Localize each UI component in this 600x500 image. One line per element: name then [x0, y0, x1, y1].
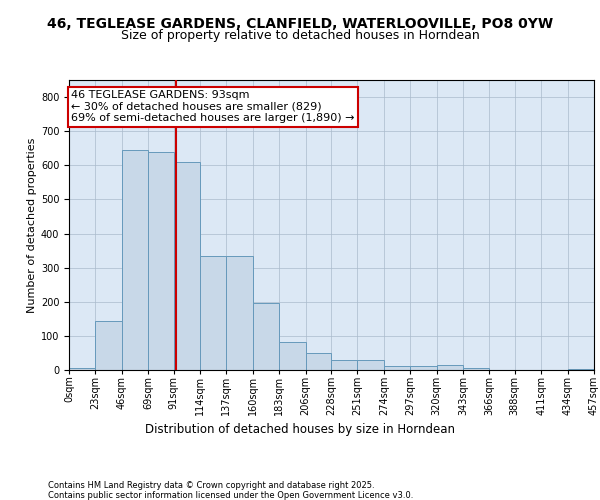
- Text: 46, TEGLEASE GARDENS, CLANFIELD, WATERLOOVILLE, PO8 0YW: 46, TEGLEASE GARDENS, CLANFIELD, WATERLO…: [47, 18, 553, 32]
- Bar: [226, 256, 253, 370]
- Bar: [122, 150, 148, 370]
- Bar: [437, 365, 463, 370]
- Text: Contains HM Land Registry data © Crown copyright and database right 2025.
Contai: Contains HM Land Registry data © Crown c…: [48, 480, 413, 500]
- Bar: [279, 342, 305, 370]
- Bar: [305, 353, 331, 370]
- Bar: [358, 360, 384, 370]
- Bar: [253, 303, 279, 370]
- Bar: [463, 368, 490, 370]
- Text: 46 TEGLEASE GARDENS: 93sqm
← 30% of detached houses are smaller (829)
69% of sem: 46 TEGLEASE GARDENS: 93sqm ← 30% of deta…: [71, 90, 355, 124]
- Bar: [384, 366, 410, 370]
- Bar: [173, 162, 200, 370]
- Bar: [95, 320, 122, 370]
- Bar: [148, 152, 173, 370]
- Y-axis label: Number of detached properties: Number of detached properties: [26, 138, 37, 312]
- Bar: [200, 256, 226, 370]
- Bar: [410, 366, 437, 370]
- Text: Distribution of detached houses by size in Horndean: Distribution of detached houses by size …: [145, 422, 455, 436]
- Bar: [69, 368, 95, 370]
- Bar: [568, 369, 594, 370]
- Bar: [331, 360, 358, 370]
- Text: Size of property relative to detached houses in Horndean: Size of property relative to detached ho…: [121, 29, 479, 42]
